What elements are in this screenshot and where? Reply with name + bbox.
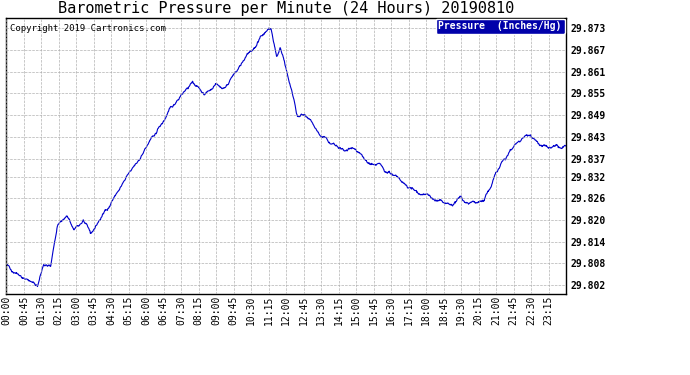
Title: Barometric Pressure per Minute (24 Hours) 20190810: Barometric Pressure per Minute (24 Hours… (58, 2, 514, 16)
Text: Copyright 2019 Cartronics.com: Copyright 2019 Cartronics.com (10, 24, 166, 33)
Legend: Pressure  (Inches/Hg): Pressure (Inches/Hg) (435, 18, 564, 34)
